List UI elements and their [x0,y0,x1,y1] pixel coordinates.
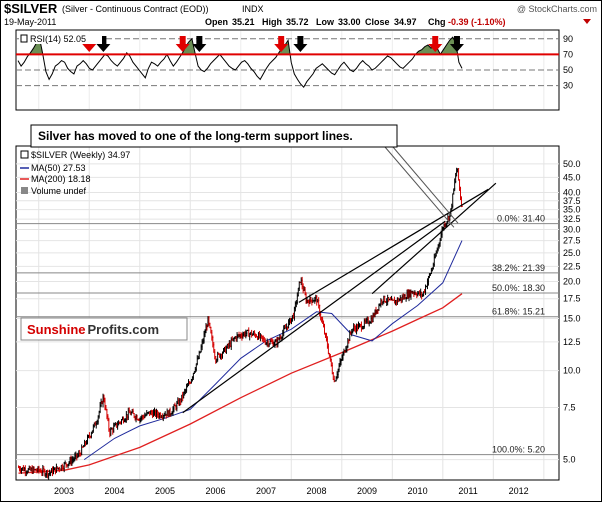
rsi-tick-label: 90 [563,34,573,44]
callout-pointer-line [384,146,455,228]
fibonacci-label: 38.2%: 21.39 [492,263,545,273]
logo-part-sunshine: Sunshine [27,322,86,337]
volume-legend: Volume undef [31,186,87,196]
price-y-tick-label: 50.0 [563,159,581,169]
black-arrow-icon [96,36,111,52]
support-trendline [371,182,497,295]
chart-date: 19-May-2011 [4,17,56,27]
price-y-tick-label: 37.5 [563,196,581,206]
high-label: High [262,17,282,27]
black-arrow-icon [192,36,207,52]
chg-label: Chg [428,17,446,27]
price-y-tick-label: 15.0 [563,313,581,323]
x-tick-label: 2004 [104,486,124,496]
chg-value: -0.39 (-1.10%) [448,17,506,27]
volume-legend-swatch [21,187,28,194]
open-value: 35.21 [232,17,255,27]
logo-part-profits: Profits.com [88,322,160,337]
low-value: 33.00 [338,17,361,27]
close-value: 34.97 [394,17,417,27]
price-y-tick-label: 17.5 [563,294,581,304]
rsi-label-bg [19,32,102,44]
ma50-legend: MA(50) 27.53 [31,163,86,173]
high-value: 35.72 [286,17,309,27]
price-y-tick-label: 22.5 [563,261,581,271]
x-tick-label: 2005 [155,486,175,496]
black-arrow-icon [293,36,308,52]
red-arrow-icon [175,36,190,52]
ma50-line [83,240,463,461]
rsi-legend-box [20,34,28,43]
exchange-label: INDX [242,4,264,14]
annotation-text: Silver has moved to one of the long-term… [38,129,353,143]
price-y-tick-label: 12.5 [563,337,581,347]
price-legend-title: $SILVER (Weekly) 34.97 [31,150,130,160]
rsi-tick-label: 50 [563,65,573,75]
rsi-line [17,36,463,89]
price-legend-box [20,150,29,159]
fibonacci-levels: 0.0%: 31.40 38.2%: 21.39 50.0%: 18.30 61.8%… [16,214,559,456]
rsi-tick-label: 30 [563,81,573,91]
open-label: Open [205,17,228,27]
fibonacci-label: 50.0%: 18.30 [492,283,545,293]
rsi-tick-labels: 90 70 50 30 [563,34,573,91]
fibonacci-label: 100.0%: 5.20 [492,445,545,455]
ma200-line [18,293,463,474]
red-arrow-icon [274,36,289,52]
price-y-tick-label: 25.0 [563,248,581,258]
x-tick-label: 2011 [458,486,477,496]
price-grid [16,147,559,479]
price-y-tick-label: 32.5 [563,214,581,224]
rsi-panel: 90 70 50 30 RSI(14) 52.05 [15,29,573,111]
price-y-tick-label: 5.0 [563,455,576,465]
price-y-tick-label: 35.0 [563,205,581,215]
symbol-label: $SILVER [4,1,58,16]
x-tick-label: 2009 [357,486,377,496]
price-panel: 5.0 7.5 10.0 12.5 15.0 17.5 20.0 22.5 25.0 27.5 30… [15,145,581,481]
rsi-arrows [82,36,464,52]
red-arrow-icon [428,36,443,52]
ma200-legend: MA(200) 18.18 [31,174,91,184]
support-trendline [298,188,489,303]
x-tick-labels: 2003 2004 2005 2006 2007 2008 2009 2010 2011 2012 [54,486,529,496]
x-tick-label: 2008 [307,486,327,496]
price-y-tick-label: 45.0 [563,172,581,182]
fibonacci-label: 61.8%: 15.21 [492,307,545,317]
price-bars [18,167,463,480]
x-tick-label: 2007 [256,486,276,496]
trendlines [182,182,497,414]
x-tick-label: 2010 [408,486,428,496]
callout-pointer [384,146,459,228]
price-y-tick-labels: 5.0 7.5 10.0 12.5 15.0 17.5 20.0 22.5 25.0 27.5 30… [563,159,581,465]
x-tick-label: 2003 [54,486,74,496]
x-tick-label: 2012 [509,486,529,496]
price-y-tick-label: 10.0 [563,366,581,376]
low-label: Low [316,17,335,27]
rsi-label: RSI(14) 52.05 [30,34,86,44]
annotation-box [30,124,398,148]
support-trendline [182,220,446,414]
logo-text: Sunshine Profits.com [27,322,159,337]
price-y-tick-label: 40.0 [563,187,581,197]
x-tick-label: 2006 [206,486,226,496]
callout-pointer-line [392,146,459,224]
price-y-tick-label: 7.5 [563,403,576,413]
fibonacci-label: 0.0%: 31.40 [497,214,545,224]
rsi-tick-label: 70 [563,49,573,59]
close-label: Close [365,17,390,27]
contract-name: (Silver - Continuous Contract (EOD)) [62,4,209,14]
brand-label: @ StockCharts.com [517,4,597,14]
black-arrow-icon [449,36,464,52]
logo-box [20,317,188,341]
price-y-tick-label: 30.0 [563,224,581,234]
price-y-tick-label: 27.5 [563,236,581,246]
price-y-tick-label: 20.0 [563,277,581,287]
chg-down-icon [583,19,591,24]
